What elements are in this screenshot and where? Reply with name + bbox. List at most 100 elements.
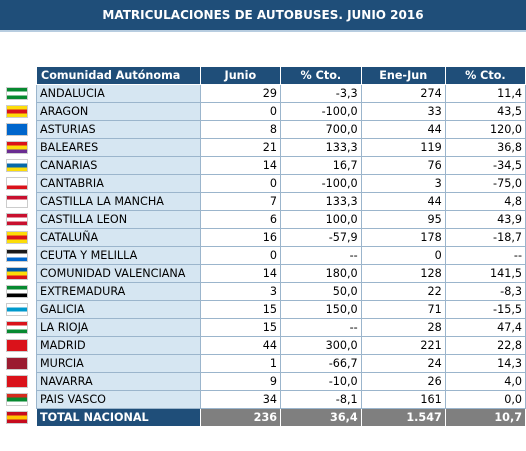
region-name-cell: ASTURIAS bbox=[36, 120, 201, 139]
ytd-growth-cell: 10,7 bbox=[444, 408, 526, 427]
june-growth-cell: -100,0 bbox=[280, 174, 362, 193]
region-flag-icon bbox=[6, 141, 28, 154]
ytd-growth-cell: 22,8 bbox=[444, 336, 526, 355]
june-value-cell: 15 bbox=[199, 318, 282, 337]
region-flag-icon bbox=[6, 87, 28, 100]
region-flag-icon bbox=[6, 123, 28, 136]
header-jan-jun: Ene-Jun bbox=[360, 66, 446, 85]
region-name-cell: EXTREMADURA bbox=[36, 282, 201, 301]
table-row: MADRID 44 300,0 221 22,8 bbox=[36, 336, 526, 355]
june-value-cell: 0 bbox=[199, 102, 282, 121]
region-name-cell: GALICIA bbox=[36, 300, 201, 319]
june-growth-cell: 133,3 bbox=[280, 192, 362, 211]
ytd-value-cell: 44 bbox=[360, 120, 446, 139]
june-value-cell: 3 bbox=[199, 282, 282, 301]
june-value-cell: 236 bbox=[199, 408, 282, 427]
table-row: CASTILLA LA MANCHA 7 133,3 44 4,8 bbox=[36, 192, 526, 211]
ytd-value-cell: 3 bbox=[360, 174, 446, 193]
table-row: COMUNIDAD VALENCIANA 14 180,0 128 141,5 bbox=[36, 264, 526, 283]
region-name-cell: CANARIAS bbox=[36, 156, 201, 175]
region-name-cell: COMUNIDAD VALENCIANA bbox=[36, 264, 201, 283]
table-row: CANTABRIA 0 -100,0 3 -75,0 bbox=[36, 174, 526, 193]
june-growth-cell: -10,0 bbox=[280, 372, 362, 391]
june-growth-cell: -66,7 bbox=[280, 354, 362, 373]
june-value-cell: 34 bbox=[199, 390, 282, 409]
ytd-growth-cell: -18,7 bbox=[444, 228, 526, 247]
region-name-cell: LA RIOJA bbox=[36, 318, 201, 337]
table-row: BALEARES 21 133,3 119 36,8 bbox=[36, 138, 526, 157]
june-value-cell: 16 bbox=[199, 228, 282, 247]
region-name-cell: NAVARRA bbox=[36, 372, 201, 391]
ytd-growth-cell: -75,0 bbox=[444, 174, 526, 193]
region-flag-icon bbox=[6, 285, 28, 298]
region-flag-icon bbox=[6, 375, 28, 388]
june-growth-cell: -100,0 bbox=[280, 102, 362, 121]
june-value-cell: 29 bbox=[199, 84, 282, 103]
june-growth-cell: -8,1 bbox=[280, 390, 362, 409]
june-value-cell: 0 bbox=[199, 246, 282, 265]
ytd-value-cell: 95 bbox=[360, 210, 446, 229]
header-june: Junio bbox=[199, 66, 282, 85]
ytd-growth-cell: -15,5 bbox=[444, 300, 526, 319]
table-row: CATALUÑA 16 -57,9 178 -18,7 bbox=[36, 228, 526, 247]
region-name-cell: MADRID bbox=[36, 336, 201, 355]
ytd-value-cell: 44 bbox=[360, 192, 446, 211]
ytd-growth-cell: 43,9 bbox=[444, 210, 526, 229]
ytd-growth-cell: 47,4 bbox=[444, 318, 526, 337]
region-flag-icon bbox=[6, 105, 28, 118]
table-row: GALICIA 15 150,0 71 -15,5 bbox=[36, 300, 526, 319]
region-flag-icon bbox=[6, 159, 28, 172]
june-value-cell: 1 bbox=[199, 354, 282, 373]
table-row: CEUTA Y MELILLA 0 -- 0 -- bbox=[36, 246, 526, 265]
june-value-cell: 15 bbox=[199, 300, 282, 319]
ytd-value-cell: 274 bbox=[360, 84, 446, 103]
june-growth-cell: 150,0 bbox=[280, 300, 362, 319]
table-header-row: Comunidad Autónoma Junio % Cto. Ene-Jun … bbox=[36, 66, 526, 85]
table-row: ANDALUCIA 29 -3,3 274 11,4 bbox=[36, 84, 526, 103]
region-name-cell: CANTABRIA bbox=[36, 174, 201, 193]
june-value-cell: 21 bbox=[199, 138, 282, 157]
june-growth-cell: 180,0 bbox=[280, 264, 362, 283]
june-value-cell: 44 bbox=[199, 336, 282, 355]
ytd-value-cell: 161 bbox=[360, 390, 446, 409]
table-row: CANARIAS 14 16,7 76 -34,5 bbox=[36, 156, 526, 175]
region-flag-icon bbox=[6, 195, 28, 208]
june-value-cell: 8 bbox=[199, 120, 282, 139]
table-row: NAVARRA 9 -10,0 26 4,0 bbox=[36, 372, 526, 391]
region-name-cell: MURCIA bbox=[36, 354, 201, 373]
region-flag-icon bbox=[6, 267, 28, 280]
june-growth-cell: 16,7 bbox=[280, 156, 362, 175]
june-growth-cell: -57,9 bbox=[280, 228, 362, 247]
region-flag-icon bbox=[6, 213, 28, 226]
region-name-cell: ARAGON bbox=[36, 102, 201, 121]
ytd-value-cell: 71 bbox=[360, 300, 446, 319]
header-growth-june: % Cto. bbox=[280, 66, 362, 85]
region-flag-icon bbox=[6, 303, 28, 316]
table-row: ARAGON 0 -100,0 33 43,5 bbox=[36, 102, 526, 121]
june-growth-cell: 700,0 bbox=[280, 120, 362, 139]
region-flag-icon bbox=[6, 411, 28, 424]
region-name-cell: ANDALUCIA bbox=[36, 84, 201, 103]
ytd-growth-cell: 4,0 bbox=[444, 372, 526, 391]
june-growth-cell: 36,4 bbox=[280, 408, 362, 427]
table-row: LA RIOJA 15 -- 28 47,4 bbox=[36, 318, 526, 337]
region-flag-icon bbox=[6, 177, 28, 190]
region-name-cell: TOTAL NACIONAL bbox=[36, 408, 201, 427]
ytd-value-cell: 178 bbox=[360, 228, 446, 247]
ytd-value-cell: 26 bbox=[360, 372, 446, 391]
region-flag-icon bbox=[6, 357, 28, 370]
ytd-growth-cell: 0,0 bbox=[444, 390, 526, 409]
june-growth-cell: -- bbox=[280, 246, 362, 265]
ytd-value-cell: 33 bbox=[360, 102, 446, 121]
region-name-cell: CEUTA Y MELILLA bbox=[36, 246, 201, 265]
ytd-growth-cell: -34,5 bbox=[444, 156, 526, 175]
region-name-cell: CASTILLA LEON bbox=[36, 210, 201, 229]
june-growth-cell: 100,0 bbox=[280, 210, 362, 229]
june-value-cell: 0 bbox=[199, 174, 282, 193]
june-growth-cell: 133,3 bbox=[280, 138, 362, 157]
ytd-growth-cell: 43,5 bbox=[444, 102, 526, 121]
region-flag-icon bbox=[6, 231, 28, 244]
table-row: CASTILLA LEON 6 100,0 95 43,9 bbox=[36, 210, 526, 229]
table-row: EXTREMADURA 3 50,0 22 -8,3 bbox=[36, 282, 526, 301]
table-row: ASTURIAS 8 700,0 44 120,0 bbox=[36, 120, 526, 139]
